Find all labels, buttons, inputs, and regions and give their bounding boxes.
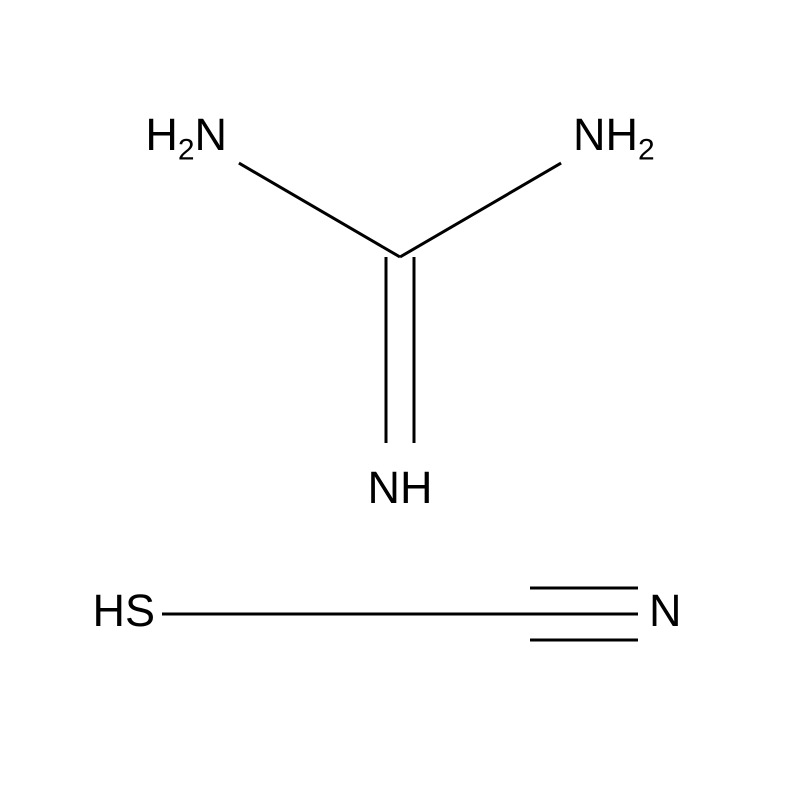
svg-text:N: N bbox=[649, 585, 682, 636]
svg-text:H2N: H2N bbox=[145, 109, 227, 167]
svg-text:NH2: NH2 bbox=[573, 109, 655, 167]
svg-text:HS: HS bbox=[92, 585, 155, 636]
svg-text:NH: NH bbox=[368, 462, 433, 513]
molecule-diagram: H2N NH2 NH HS N bbox=[0, 0, 800, 800]
